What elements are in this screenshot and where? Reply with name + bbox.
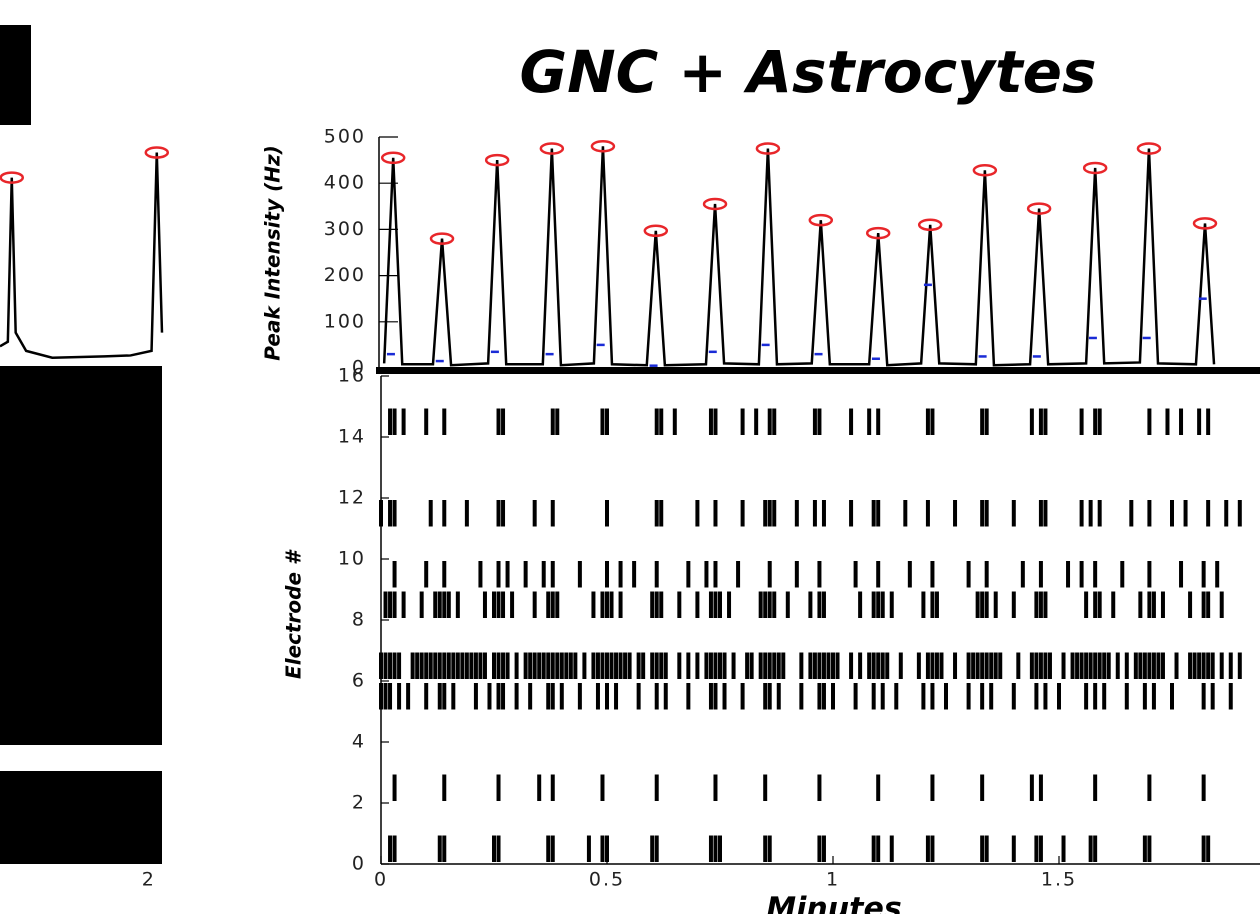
- peak-marker: [972, 164, 998, 177]
- peak-marker: [1192, 217, 1218, 230]
- line: [0, 152, 164, 359]
- y-tick-label: 4: [352, 731, 366, 753]
- y-tick-label: 0: [352, 853, 366, 875]
- y-tick-label: 12: [338, 487, 366, 509]
- y-axis-label: Peak Intensity (Hz): [261, 145, 285, 360]
- peak-marker: [808, 213, 834, 227]
- peak-marker: [643, 224, 669, 238]
- peak-marker: [1026, 202, 1052, 215]
- y-tick-label: 300: [324, 218, 366, 240]
- y-tick-label: 100: [324, 310, 366, 332]
- panel-divider: [376, 367, 1260, 374]
- x-tick-label: 2: [142, 869, 156, 891]
- peak-marker: [380, 151, 406, 165]
- peak-marker: [755, 142, 781, 155]
- chart-title: GNC + Astrocytes: [519, 38, 1096, 106]
- peak-marker: [590, 139, 616, 153]
- y-tick-label: 10: [338, 548, 366, 570]
- left-raster: [0, 366, 162, 864]
- y-tick-label: 14: [338, 426, 366, 448]
- line: [382, 146, 1216, 367]
- x-tick-label: 0: [374, 869, 388, 891]
- y-axis-label: Electrode #: [282, 549, 306, 679]
- x-axis-label: Minutes: [766, 892, 901, 914]
- y-tick-label: 2: [352, 792, 366, 814]
- y-tick-label: 16: [338, 365, 366, 387]
- peak-marker: [1136, 142, 1162, 155]
- peak-marker: [1082, 161, 1108, 175]
- y-tick-label: 6: [352, 670, 366, 692]
- peak-marker: [144, 146, 170, 159]
- y-tick-label: 0: [352, 357, 366, 379]
- y-tick-label: 200: [324, 264, 366, 286]
- left-raster-gap: [0, 745, 162, 771]
- peak-marker: [484, 153, 510, 167]
- y-tick-label: 8: [352, 609, 366, 631]
- x-tick-label: 1: [826, 869, 840, 891]
- peak-marker: [429, 232, 455, 245]
- y-tick-label: 500: [324, 126, 366, 148]
- y-tick-label: 400: [324, 172, 366, 194]
- peak-marker: [865, 226, 891, 240]
- peak-marker: [0, 171, 25, 184]
- peak-marker: [539, 142, 565, 155]
- peak-marker: [702, 197, 728, 211]
- panel-label-box: [0, 25, 31, 125]
- x-tick-label: 0.5: [589, 869, 625, 891]
- peak-marker: [917, 218, 943, 232]
- x-tick-label: 1.5: [1041, 869, 1077, 891]
